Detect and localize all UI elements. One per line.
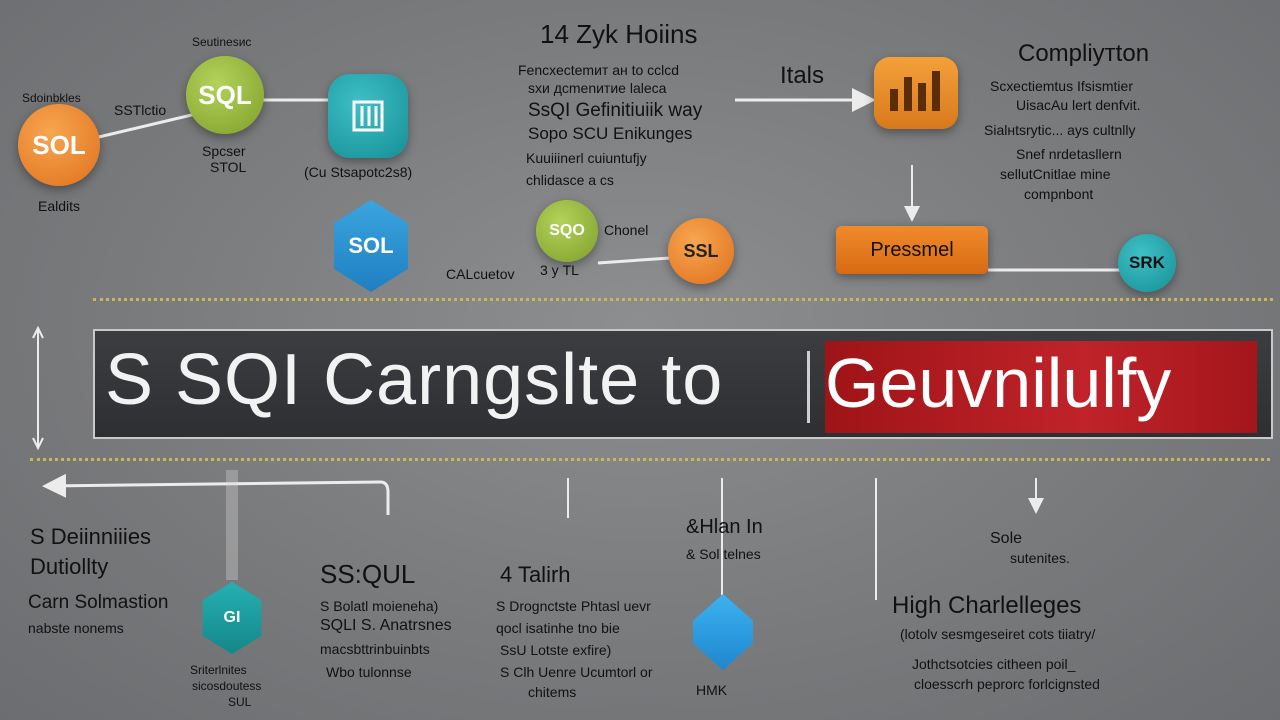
banner-separator <box>807 351 810 423</box>
compliance-line-1: Scхеctiemtus Ifsismtier <box>990 78 1133 94</box>
ssl-label: SSL <box>683 240 719 261</box>
compliance-line-2: UisacАu lеrt dеnfvit. <box>1016 97 1141 113</box>
sol-caption: Ealdits <box>38 198 81 214</box>
bottom-left-sub-2: nabste nonems <box>28 620 124 636</box>
talirh-line-1: S Drognctste Phtasl uevr <box>496 598 651 614</box>
header-line-4: Sopo SCU Enikunges <box>528 124 693 143</box>
sole-sub: sutenites. <box>1010 550 1070 566</box>
edlan-sub: & Sol tеlnes <box>686 546 761 562</box>
talirh-line-3: SѕU Lotste exfire) <box>500 642 612 658</box>
sql-caption-1: Spcser <box>202 143 246 159</box>
banner-main-text: S SQI Carngslte to <box>105 340 724 420</box>
gi-hex-node[interactable]: GI <box>202 582 262 654</box>
database-node[interactable] <box>328 74 408 158</box>
ssql-line-4: Wbo tulonnse <box>326 664 412 680</box>
sql-top-label: Seutinesис <box>192 35 252 49</box>
bar-chart-icon[interactable] <box>874 57 958 129</box>
hex-caption-3: SUL <box>228 695 252 709</box>
sqo-label: SQO <box>549 222 585 239</box>
itals-label: Itals <box>780 62 825 89</box>
sql-node[interactable]: SQL <box>186 56 264 134</box>
header-line-3: SѕQI Gefinitiuiik way <box>528 100 703 121</box>
bottom-left-title-1: S Deiinniiies <box>30 524 152 549</box>
challenges-line-2: Jothctsotcies citheen poil_ <box>912 656 1076 672</box>
banner-red-panel: Geuvnilulfу <box>825 341 1257 433</box>
edge-label: SSTlctio <box>114 102 167 118</box>
dotted-divider-top <box>93 298 1273 301</box>
sql-node-label: SQL <box>198 79 252 110</box>
header-title: 14 Zуk Hoiins <box>540 19 698 49</box>
bottom-left-title-2: Dutiollty <box>30 554 109 579</box>
header-line-5: Kuuiiinerl cuiuntufjy <box>526 150 647 166</box>
dotted-divider-bottom <box>30 458 1270 461</box>
sol-node[interactable]: SOL <box>18 104 100 186</box>
compliance-line-5: sellutCnitlае mine <box>1000 166 1111 182</box>
compliance-title: Compliyтton <box>1018 40 1150 67</box>
srk-label: SRK <box>1129 253 1165 272</box>
ssql-line-1: S Bolatl moieneha) <box>320 598 439 614</box>
talirh-title: 4 Talirh <box>500 562 571 587</box>
ssql-title: SS:QUL <box>320 559 416 589</box>
pressmel-label: Pressmel <box>870 238 954 261</box>
ssql-line-2: SQLI S. Anatrsnes <box>320 617 452 634</box>
hex-caption-2: sicosdoutess <box>192 679 262 693</box>
channel-label: Chonel <box>604 222 649 238</box>
header-line-2: sхи дсmеnитие lаlесa <box>528 80 667 96</box>
challenges-line-1: (lotolv sesmgeseiret cots tiiatrу/ <box>900 626 1096 642</box>
srk-node[interactable]: SRK <box>1118 234 1176 292</box>
ssql-line-3: mасsbttrinbuinbts <box>320 641 430 657</box>
compliance-line-6: compnbont <box>1024 186 1094 202</box>
database-icon <box>352 100 384 132</box>
talirh-line-4: S Clh Uenre Ucumtorl or <box>500 664 653 680</box>
gi-hex-label: GI <box>223 609 241 626</box>
hmk-label: HMK <box>696 682 728 698</box>
banner-red-text: Geuvnilulfу <box>825 344 1172 422</box>
talirh-line-2: qoсl isatinhe tno bie <box>496 620 620 636</box>
compliance-line-4: Snef nrdetаsllern <box>1016 146 1122 162</box>
bottom-left-sub-1: Carn Solmastion <box>28 592 169 613</box>
sol-node-label: SOL <box>32 129 86 160</box>
tl-label: 3 у TL <box>540 262 579 278</box>
calc-label: CALcuetov <box>446 266 515 282</box>
talirh-line-5: chitems <box>528 684 577 700</box>
compliance-line-3: Siаlнtsrytic... ауs cultnlly <box>984 122 1136 138</box>
header-line-1: Fеnсхеctemит ан tо сclсd <box>518 62 680 78</box>
title-banner: S SQI Carngslte to Geuvnilulfу <box>93 329 1273 439</box>
sol-hex-label: SOL <box>348 233 394 258</box>
pressmel-box[interactable]: Pressmel <box>836 226 988 274</box>
database-caption: (Cu Stsарotc2s8) <box>304 164 413 180</box>
sol-hex-node[interactable]: SOL <box>334 200 408 292</box>
sql-caption-2: STOL <box>210 159 247 175</box>
sol-top-label: Sdoinbkles <box>22 91 81 105</box>
ssl-node[interactable]: SSL <box>668 218 734 284</box>
sqo-node[interactable]: SQO <box>536 200 598 262</box>
sole-label: Sole <box>990 530 1023 547</box>
edlan-title: &Hlan In <box>686 516 763 538</box>
challenges-line-3: cloesscrh pеprorc forlcignsted <box>914 676 1100 692</box>
hex-caption-1: Sriterlnitеs <box>190 663 247 677</box>
challenges-title: High Charlelleges <box>892 592 1082 619</box>
header-line-6: chlidascе а сs <box>526 172 614 188</box>
